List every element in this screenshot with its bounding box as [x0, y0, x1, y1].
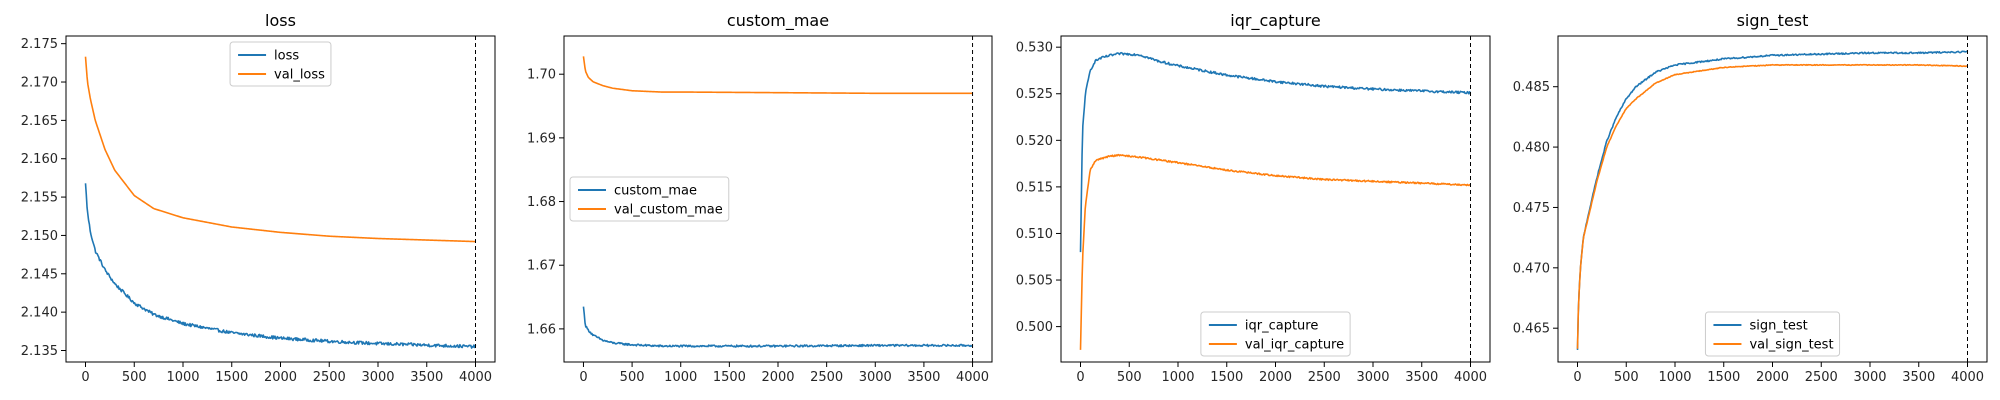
chart-panel-sign_test: sign_test 0 500 1000 1500 2000 2500 3000 3500 400… [1513, 11, 1988, 385]
x-tick-label: 1500 [713, 370, 746, 385]
x-tick-label: 3500 [1405, 370, 1438, 385]
x-tick-label: 0 [1573, 370, 1581, 385]
y-tick-label: 2.165 [21, 114, 58, 129]
y-tick-label: 0.515 [1016, 180, 1053, 195]
y-tick-label: 0.485 [1513, 80, 1550, 95]
chart-panel-iqr_capture: iqr_capture 0 500 1000 1500 2000 2500 3000 3500 4… [1016, 11, 1491, 385]
y-tick-label: 0.475 [1513, 201, 1550, 216]
x-tick-label: 500 [122, 370, 147, 385]
legend-label: val_iqr_capture [1245, 338, 1344, 353]
series-line-val_iqr_capture [1079, 153, 1471, 350]
x-tick-label: 1500 [215, 370, 248, 385]
x-tick-label: 4000 [1454, 370, 1487, 385]
chart-title: loss [265, 11, 296, 30]
series-line-iqr_capture [1079, 51, 1472, 253]
x-tick-label: 0 [1076, 370, 1084, 385]
x-tick-label: 0 [81, 370, 89, 385]
y-tick-label: 1.69 [527, 131, 556, 146]
x-tick-label: 3000 [1853, 370, 1886, 385]
y-tick-label: 0.525 [1016, 87, 1053, 102]
x-tick-label: 3500 [410, 370, 443, 385]
legend-label: val_sign_test [1749, 338, 1833, 353]
y-tick-label: 0.470 [1513, 261, 1550, 276]
series-line-val_sign_test [1576, 63, 1968, 349]
legend: sign_test val_sign_test [1704, 311, 1841, 357]
chart-title: sign_test [1737, 11, 1809, 31]
x-tick-label: 500 [1614, 370, 1639, 385]
y-tick-label: 0.500 [1016, 320, 1053, 335]
y-tick-label: 1.66 [527, 322, 556, 337]
x-tick-label: 3000 [361, 370, 394, 385]
legend-label: sign_test [1749, 319, 1807, 334]
legend-label: loss [274, 49, 299, 64]
legend: loss val_loss [229, 41, 332, 87]
y-tick-label: 0.480 [1513, 141, 1550, 156]
legend-box [1200, 311, 1351, 357]
y-tick-label: 1.68 [527, 195, 556, 210]
chart-panel-custom_mae: custom_mae 0 500 1000 1500 2000 2500 3000 3500 40… [527, 11, 993, 385]
series-line-val_loss [84, 56, 476, 243]
legend-label: custom_mae [614, 184, 697, 199]
legend-label: iqr_capture [1245, 319, 1318, 334]
legend: custom_mae val_custom_mae [569, 176, 730, 222]
chart-panel-loss: loss 0 500 1000 1500 2000 2500 3000 3500 4000 2.13… [21, 11, 496, 385]
x-tick-label: 4000 [956, 370, 989, 385]
y-tick-label: 2.135 [21, 344, 58, 359]
y-tick-label: 0.510 [1016, 227, 1053, 242]
x-tick-label: 2000 [264, 370, 297, 385]
y-tick-label: 1.70 [527, 68, 556, 83]
y-tick-label: 0.505 [1016, 274, 1053, 289]
x-tick-label: 1000 [1658, 370, 1691, 385]
x-tick-label: 1000 [664, 370, 697, 385]
x-tick-label: 500 [1117, 370, 1142, 385]
x-tick-label: 3000 [1356, 370, 1389, 385]
series-line-loss [84, 183, 477, 349]
y-tick-label: 2.150 [21, 229, 58, 244]
legend-box [569, 176, 730, 222]
y-tick-label: 0.530 [1016, 41, 1053, 56]
x-tick-label: 3000 [859, 370, 892, 385]
chart-title: custom_mae [727, 11, 829, 31]
x-tick-label: 2000 [1756, 370, 1789, 385]
x-tick-label: 1000 [166, 370, 199, 385]
x-tick-label: 2500 [810, 370, 843, 385]
y-tick-label: 2.145 [21, 267, 58, 282]
x-tick-label: 2000 [1259, 370, 1292, 385]
x-tick-label: 2500 [1805, 370, 1838, 385]
x-tick-label: 2500 [1308, 370, 1341, 385]
x-tick-label: 2500 [313, 370, 346, 385]
x-tick-label: 1500 [1707, 370, 1740, 385]
x-tick-label: 3500 [1902, 370, 1935, 385]
x-tick-label: 2000 [761, 370, 794, 385]
series-line-val_custom_mae [582, 56, 973, 95]
y-tick-label: 2.140 [21, 306, 58, 321]
x-tick-label: 4000 [459, 370, 492, 385]
x-tick-label: 1500 [1210, 370, 1243, 385]
y-tick-label: 2.160 [21, 152, 58, 167]
chart-title: iqr_capture [1230, 11, 1320, 31]
x-tick-label: 3500 [907, 370, 940, 385]
y-tick-label: 2.175 [21, 37, 58, 52]
y-tick-label: 2.170 [21, 76, 58, 91]
x-tick-label: 500 [620, 370, 645, 385]
y-tick-label: 0.465 [1513, 322, 1550, 337]
x-tick-label: 4000 [1951, 370, 1984, 385]
legend-label: val_loss [274, 68, 325, 83]
y-tick-label: 1.67 [527, 259, 556, 274]
x-tick-label: 0 [579, 370, 587, 385]
legend: iqr_capture val_iqr_capture [1200, 311, 1351, 357]
series-line-custom_mae [582, 306, 973, 348]
legend-label: val_custom_mae [614, 203, 723, 218]
y-tick-label: 2.155 [21, 191, 58, 206]
y-tick-label: 0.520 [1016, 134, 1053, 149]
series-line-sign_test [1576, 50, 1968, 350]
x-tick-label: 1000 [1161, 370, 1194, 385]
